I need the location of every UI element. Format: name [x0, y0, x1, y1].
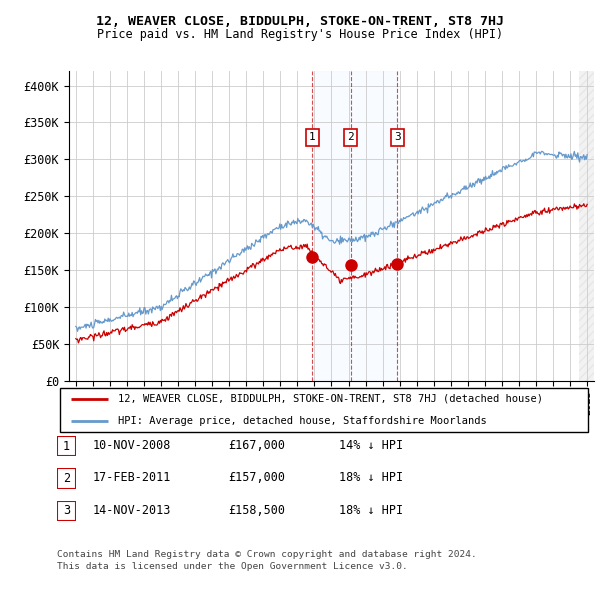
Text: Price paid vs. HM Land Registry's House Price Index (HPI): Price paid vs. HM Land Registry's House …: [97, 28, 503, 41]
Text: 1: 1: [309, 132, 316, 142]
Text: 17-FEB-2011: 17-FEB-2011: [93, 471, 172, 484]
Text: 2: 2: [347, 132, 354, 142]
Text: Contains HM Land Registry data © Crown copyright and database right 2024.: Contains HM Land Registry data © Crown c…: [57, 550, 477, 559]
FancyBboxPatch shape: [57, 468, 76, 489]
Text: £157,000: £157,000: [228, 471, 285, 484]
Text: 12, WEAVER CLOSE, BIDDULPH, STOKE-ON-TRENT, ST8 7HJ: 12, WEAVER CLOSE, BIDDULPH, STOKE-ON-TRE…: [96, 15, 504, 28]
FancyBboxPatch shape: [57, 501, 76, 521]
Text: £158,500: £158,500: [228, 504, 285, 517]
Text: 1: 1: [63, 440, 70, 453]
FancyBboxPatch shape: [57, 436, 76, 456]
Text: 14-NOV-2013: 14-NOV-2013: [93, 504, 172, 517]
Text: £167,000: £167,000: [228, 439, 285, 452]
Text: 3: 3: [63, 504, 70, 517]
Text: 2: 2: [63, 472, 70, 485]
Bar: [312, 71, 397, 381]
Text: HPI: Average price, detached house, Staffordshire Moorlands: HPI: Average price, detached house, Staf…: [118, 416, 487, 426]
Text: This data is licensed under the Open Government Licence v3.0.: This data is licensed under the Open Gov…: [57, 562, 408, 571]
Bar: [578, 71, 594, 381]
Text: 10-NOV-2008: 10-NOV-2008: [93, 439, 172, 452]
Text: 14% ↓ HPI: 14% ↓ HPI: [339, 439, 403, 452]
Text: 3: 3: [394, 132, 401, 142]
Text: 12, WEAVER CLOSE, BIDDULPH, STOKE-ON-TRENT, ST8 7HJ (detached house): 12, WEAVER CLOSE, BIDDULPH, STOKE-ON-TRE…: [118, 394, 543, 404]
FancyBboxPatch shape: [60, 388, 588, 432]
Text: 18% ↓ HPI: 18% ↓ HPI: [339, 471, 403, 484]
Text: 18% ↓ HPI: 18% ↓ HPI: [339, 504, 403, 517]
